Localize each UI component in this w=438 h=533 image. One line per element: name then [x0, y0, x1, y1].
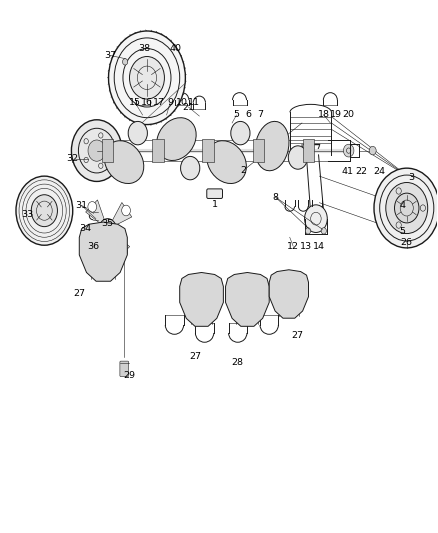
- Text: 11: 11: [188, 98, 200, 107]
- Circle shape: [343, 144, 354, 157]
- Polygon shape: [110, 232, 130, 259]
- Text: 34: 34: [79, 224, 91, 233]
- Polygon shape: [226, 272, 269, 326]
- Text: 14: 14: [314, 242, 325, 251]
- Text: 4: 4: [399, 201, 406, 210]
- Ellipse shape: [104, 141, 144, 183]
- Text: 27: 27: [73, 288, 85, 297]
- Circle shape: [128, 122, 148, 145]
- Ellipse shape: [207, 141, 247, 183]
- Text: 36: 36: [88, 243, 100, 252]
- Text: 16: 16: [141, 98, 153, 107]
- Circle shape: [305, 228, 311, 234]
- Ellipse shape: [157, 118, 196, 160]
- Text: 6: 6: [245, 110, 251, 119]
- Circle shape: [99, 219, 117, 240]
- Text: 2: 2: [240, 166, 246, 175]
- Polygon shape: [84, 231, 105, 256]
- Text: 27: 27: [189, 352, 201, 361]
- Text: 19: 19: [330, 110, 342, 119]
- Text: 31: 31: [75, 201, 88, 210]
- Text: 5: 5: [399, 228, 406, 237]
- Text: 7: 7: [257, 110, 263, 119]
- Circle shape: [88, 140, 106, 161]
- FancyBboxPatch shape: [120, 361, 129, 376]
- Text: 22: 22: [355, 167, 367, 176]
- Text: 15: 15: [129, 98, 141, 107]
- Text: 27: 27: [292, 331, 304, 340]
- Circle shape: [130, 56, 164, 99]
- Text: 21: 21: [183, 102, 194, 111]
- Text: 38: 38: [139, 44, 151, 53]
- Text: 35: 35: [101, 220, 113, 229]
- Text: 9: 9: [167, 98, 173, 107]
- Text: 20: 20: [342, 110, 354, 119]
- Circle shape: [119, 246, 127, 257]
- Circle shape: [31, 195, 57, 227]
- Circle shape: [395, 193, 419, 223]
- Circle shape: [122, 205, 131, 216]
- Text: 28: 28: [232, 358, 244, 367]
- Text: 17: 17: [153, 98, 165, 107]
- Ellipse shape: [255, 122, 289, 171]
- Bar: [72, 155, 79, 162]
- Polygon shape: [86, 200, 106, 227]
- Circle shape: [109, 31, 185, 125]
- Circle shape: [288, 146, 307, 169]
- Text: 37: 37: [104, 51, 116, 60]
- Text: 13: 13: [300, 242, 312, 251]
- Bar: [303, 139, 314, 163]
- Bar: [253, 139, 264, 163]
- Circle shape: [321, 228, 326, 234]
- Circle shape: [369, 147, 376, 155]
- Bar: [102, 139, 113, 163]
- Text: 1: 1: [212, 200, 218, 209]
- Text: 41: 41: [342, 167, 354, 176]
- Circle shape: [231, 122, 250, 145]
- Circle shape: [71, 120, 122, 181]
- Text: 26: 26: [401, 238, 413, 247]
- Text: 32: 32: [67, 154, 79, 163]
- FancyBboxPatch shape: [207, 189, 223, 198]
- Polygon shape: [110, 203, 132, 227]
- Text: 24: 24: [373, 167, 385, 176]
- Text: 18: 18: [318, 110, 330, 119]
- Bar: [202, 139, 214, 163]
- Text: 12: 12: [287, 242, 299, 251]
- Circle shape: [304, 205, 327, 232]
- Circle shape: [123, 59, 128, 65]
- Circle shape: [386, 182, 427, 233]
- Text: 5: 5: [233, 110, 240, 119]
- Circle shape: [85, 243, 94, 253]
- Polygon shape: [79, 222, 127, 281]
- Text: 40: 40: [170, 44, 181, 53]
- Text: 10: 10: [176, 98, 188, 107]
- Polygon shape: [180, 272, 223, 326]
- Text: 33: 33: [21, 211, 34, 220]
- Polygon shape: [269, 270, 308, 318]
- Text: 29: 29: [124, 371, 135, 380]
- Circle shape: [374, 168, 438, 248]
- Circle shape: [88, 201, 97, 212]
- Bar: [152, 139, 163, 163]
- Circle shape: [16, 176, 73, 245]
- Text: 3: 3: [408, 173, 414, 182]
- Circle shape: [180, 156, 200, 180]
- Text: 8: 8: [273, 193, 279, 202]
